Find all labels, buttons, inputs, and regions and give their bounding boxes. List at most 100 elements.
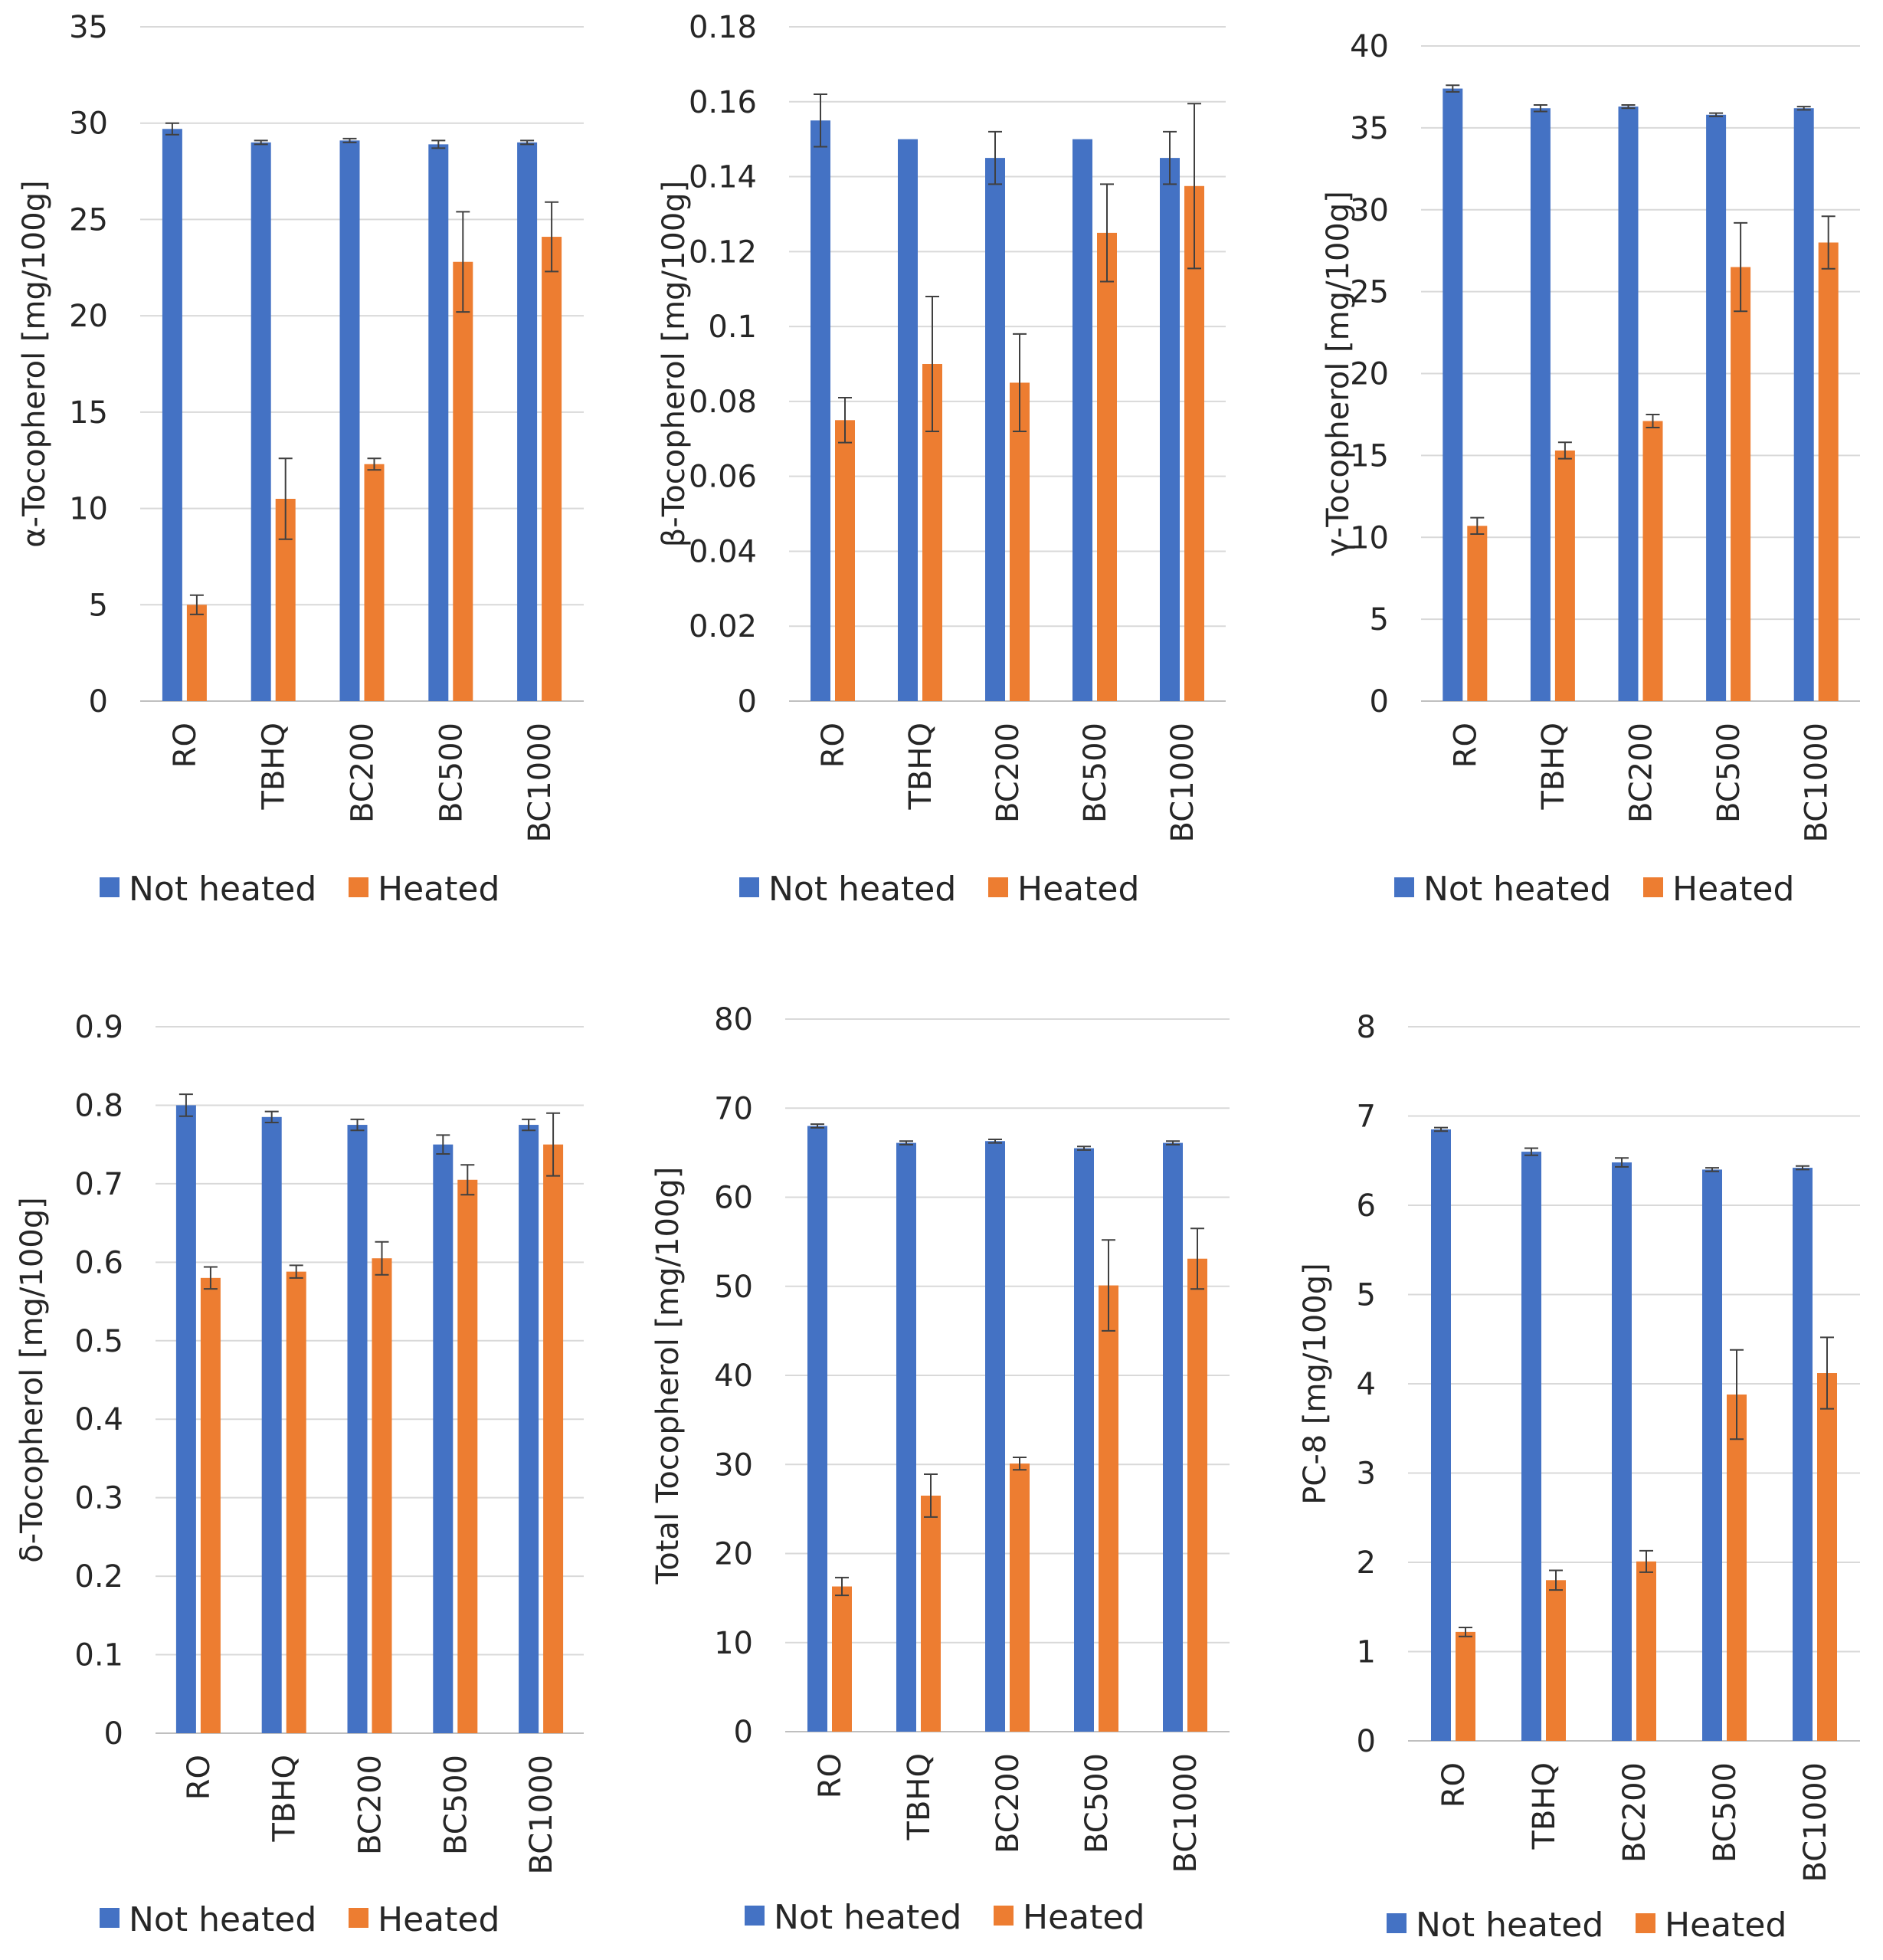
category-label: BC500 xyxy=(1078,723,1113,823)
category-label: BC200 xyxy=(345,723,381,823)
bar-not-heated-bc1000 xyxy=(1793,1168,1813,1741)
error-bar xyxy=(1470,516,1485,535)
y-tick-label: 0 xyxy=(1357,1724,1376,1759)
category-label: RO xyxy=(168,723,203,768)
bar-heated-bc1000 xyxy=(543,1144,564,1733)
error-bar xyxy=(165,122,179,136)
legend-swatch-not-heated xyxy=(739,877,759,897)
category-label: BC1000 xyxy=(1798,1762,1833,1882)
error-bar xyxy=(1524,1147,1538,1156)
y-tick-label: 0.2 xyxy=(74,1559,123,1595)
y-tick-label: 10 xyxy=(69,492,108,527)
category-label: BC500 xyxy=(1708,1762,1743,1863)
y-tick-label: 15 xyxy=(69,395,108,431)
error-bar xyxy=(1166,1140,1180,1146)
bar-heated-bc200 xyxy=(1010,382,1030,701)
error-bar xyxy=(988,1138,1002,1144)
category-label: RO xyxy=(182,1755,217,1800)
y-tick-label: 25 xyxy=(1350,275,1389,310)
y-axis-title: δ-Tocopherol [mg/100g] xyxy=(15,1197,50,1562)
bar-not-heated-bc500 xyxy=(1706,114,1727,701)
y-tick-label: 20 xyxy=(714,1537,753,1572)
y-tick-label: 0.5 xyxy=(74,1324,123,1359)
category-label: RO xyxy=(1436,1762,1472,1808)
bar-heated-ro xyxy=(186,605,207,701)
error-bar xyxy=(1821,215,1836,270)
bar-heated-bc500 xyxy=(453,261,473,701)
error-bar xyxy=(1709,112,1724,117)
error-bar xyxy=(1077,1146,1091,1151)
category-label: TBHQ xyxy=(903,723,938,810)
legend-label-heated: Heated xyxy=(1672,870,1794,909)
category-label: BC500 xyxy=(434,723,469,823)
bar-not-heated-tbhq xyxy=(1521,1152,1541,1741)
error-bar xyxy=(254,139,268,146)
legend-swatch-not-heated xyxy=(100,1908,120,1928)
category-label: BC500 xyxy=(1711,723,1747,823)
y-tick-label: 0 xyxy=(734,1715,753,1750)
y-axis-title: PC-8 [mg/100g] xyxy=(1298,1263,1333,1504)
y-tick-label: 0 xyxy=(738,684,757,719)
y-tick-label: 0.3 xyxy=(74,1481,123,1516)
legend-label-not-heated: Not heated xyxy=(1416,1906,1603,1945)
y-tick-label: 20 xyxy=(69,299,108,334)
legend-swatch-heated xyxy=(994,1906,1014,1926)
bar-not-heated-tbhq xyxy=(251,142,271,701)
bar-heated-bc500 xyxy=(1097,232,1117,701)
y-axis-title: Total Tocopherol [mg/100g] xyxy=(650,1167,686,1585)
legend: Not heated Heated xyxy=(1394,870,1794,909)
y-axis-title: α-Tocopherol [mg/100g] xyxy=(17,180,52,547)
y-tick-label: 60 xyxy=(714,1181,753,1216)
legend-label-heated: Heated xyxy=(1017,870,1139,909)
bar-heated-tbhq xyxy=(921,1495,941,1732)
y-tick-label: 8 xyxy=(1357,1010,1376,1045)
y-tick-label: 0.4 xyxy=(74,1402,123,1437)
category-label: BC200 xyxy=(1624,723,1659,823)
bar-not-heated-tbhq xyxy=(896,1142,916,1732)
y-tick-label: 4 xyxy=(1357,1367,1376,1402)
legend-swatch-not-heated xyxy=(1387,1913,1407,1933)
bar-not-heated-bc500 xyxy=(1072,139,1092,701)
y-tick-label: 0.12 xyxy=(689,234,757,270)
error-bar xyxy=(1705,1167,1719,1172)
chart-panel-3: 0 5 10 15 20 25 30 35 40 γ-Tocopherol [mg/100g] RO… xyxy=(1321,29,1860,909)
legend-label-not-heated: Not heated xyxy=(1423,870,1611,909)
y-tick-label: 2 xyxy=(1357,1545,1376,1581)
legend-label-heated: Heated xyxy=(378,870,499,909)
y-tick-label: 0.6 xyxy=(74,1245,123,1280)
category-label: BC500 xyxy=(438,1755,473,1855)
category-label: RO xyxy=(813,1753,848,1798)
error-bar xyxy=(899,1140,913,1146)
bar-not-heated-bc500 xyxy=(428,144,449,701)
legend: Not heated Heated xyxy=(745,1898,1145,1937)
error-bar xyxy=(289,1264,303,1279)
y-tick-label: 0 xyxy=(104,1716,123,1752)
bar-heated-bc500 xyxy=(1099,1285,1118,1732)
y-tick-label: 0.04 xyxy=(689,534,757,569)
y-axis-title: β-Tocopherol [mg/100g] xyxy=(657,181,692,548)
bar-heated-bc200 xyxy=(1010,1463,1030,1732)
legend: Not heated Heated xyxy=(100,870,499,909)
y-tick-label: 0.06 xyxy=(689,460,757,495)
bar-not-heated-ro xyxy=(811,120,830,701)
category-label: TBHQ xyxy=(257,723,292,810)
legend-swatch-not-heated xyxy=(745,1906,765,1926)
bar-not-heated-bc200 xyxy=(985,1141,1005,1732)
error-bar xyxy=(1646,413,1660,429)
error-bar xyxy=(1102,1239,1115,1332)
y-tick-label: 0.08 xyxy=(689,385,757,420)
bar-not-heated-tbhq xyxy=(1530,108,1551,702)
legend-label-heated: Heated xyxy=(378,1900,499,1939)
chart-panel-1: 0 5 10 15 20 25 30 35 α-Tocopherol [mg/100g] RO TB… xyxy=(17,10,584,909)
bar-heated-tbhq xyxy=(1546,1580,1566,1741)
y-tick-label: 30 xyxy=(69,107,108,142)
error-bar xyxy=(342,137,357,143)
category-label: BC1000 xyxy=(1168,1753,1203,1873)
bar-heated-tbhq xyxy=(286,1271,306,1733)
bar-heated-ro xyxy=(1456,1631,1475,1741)
category-label: TBHQ xyxy=(1527,1762,1562,1850)
bar-heated-bc500 xyxy=(457,1179,478,1733)
bar-not-heated-tbhq xyxy=(898,139,918,701)
error-bar xyxy=(1013,1456,1027,1471)
